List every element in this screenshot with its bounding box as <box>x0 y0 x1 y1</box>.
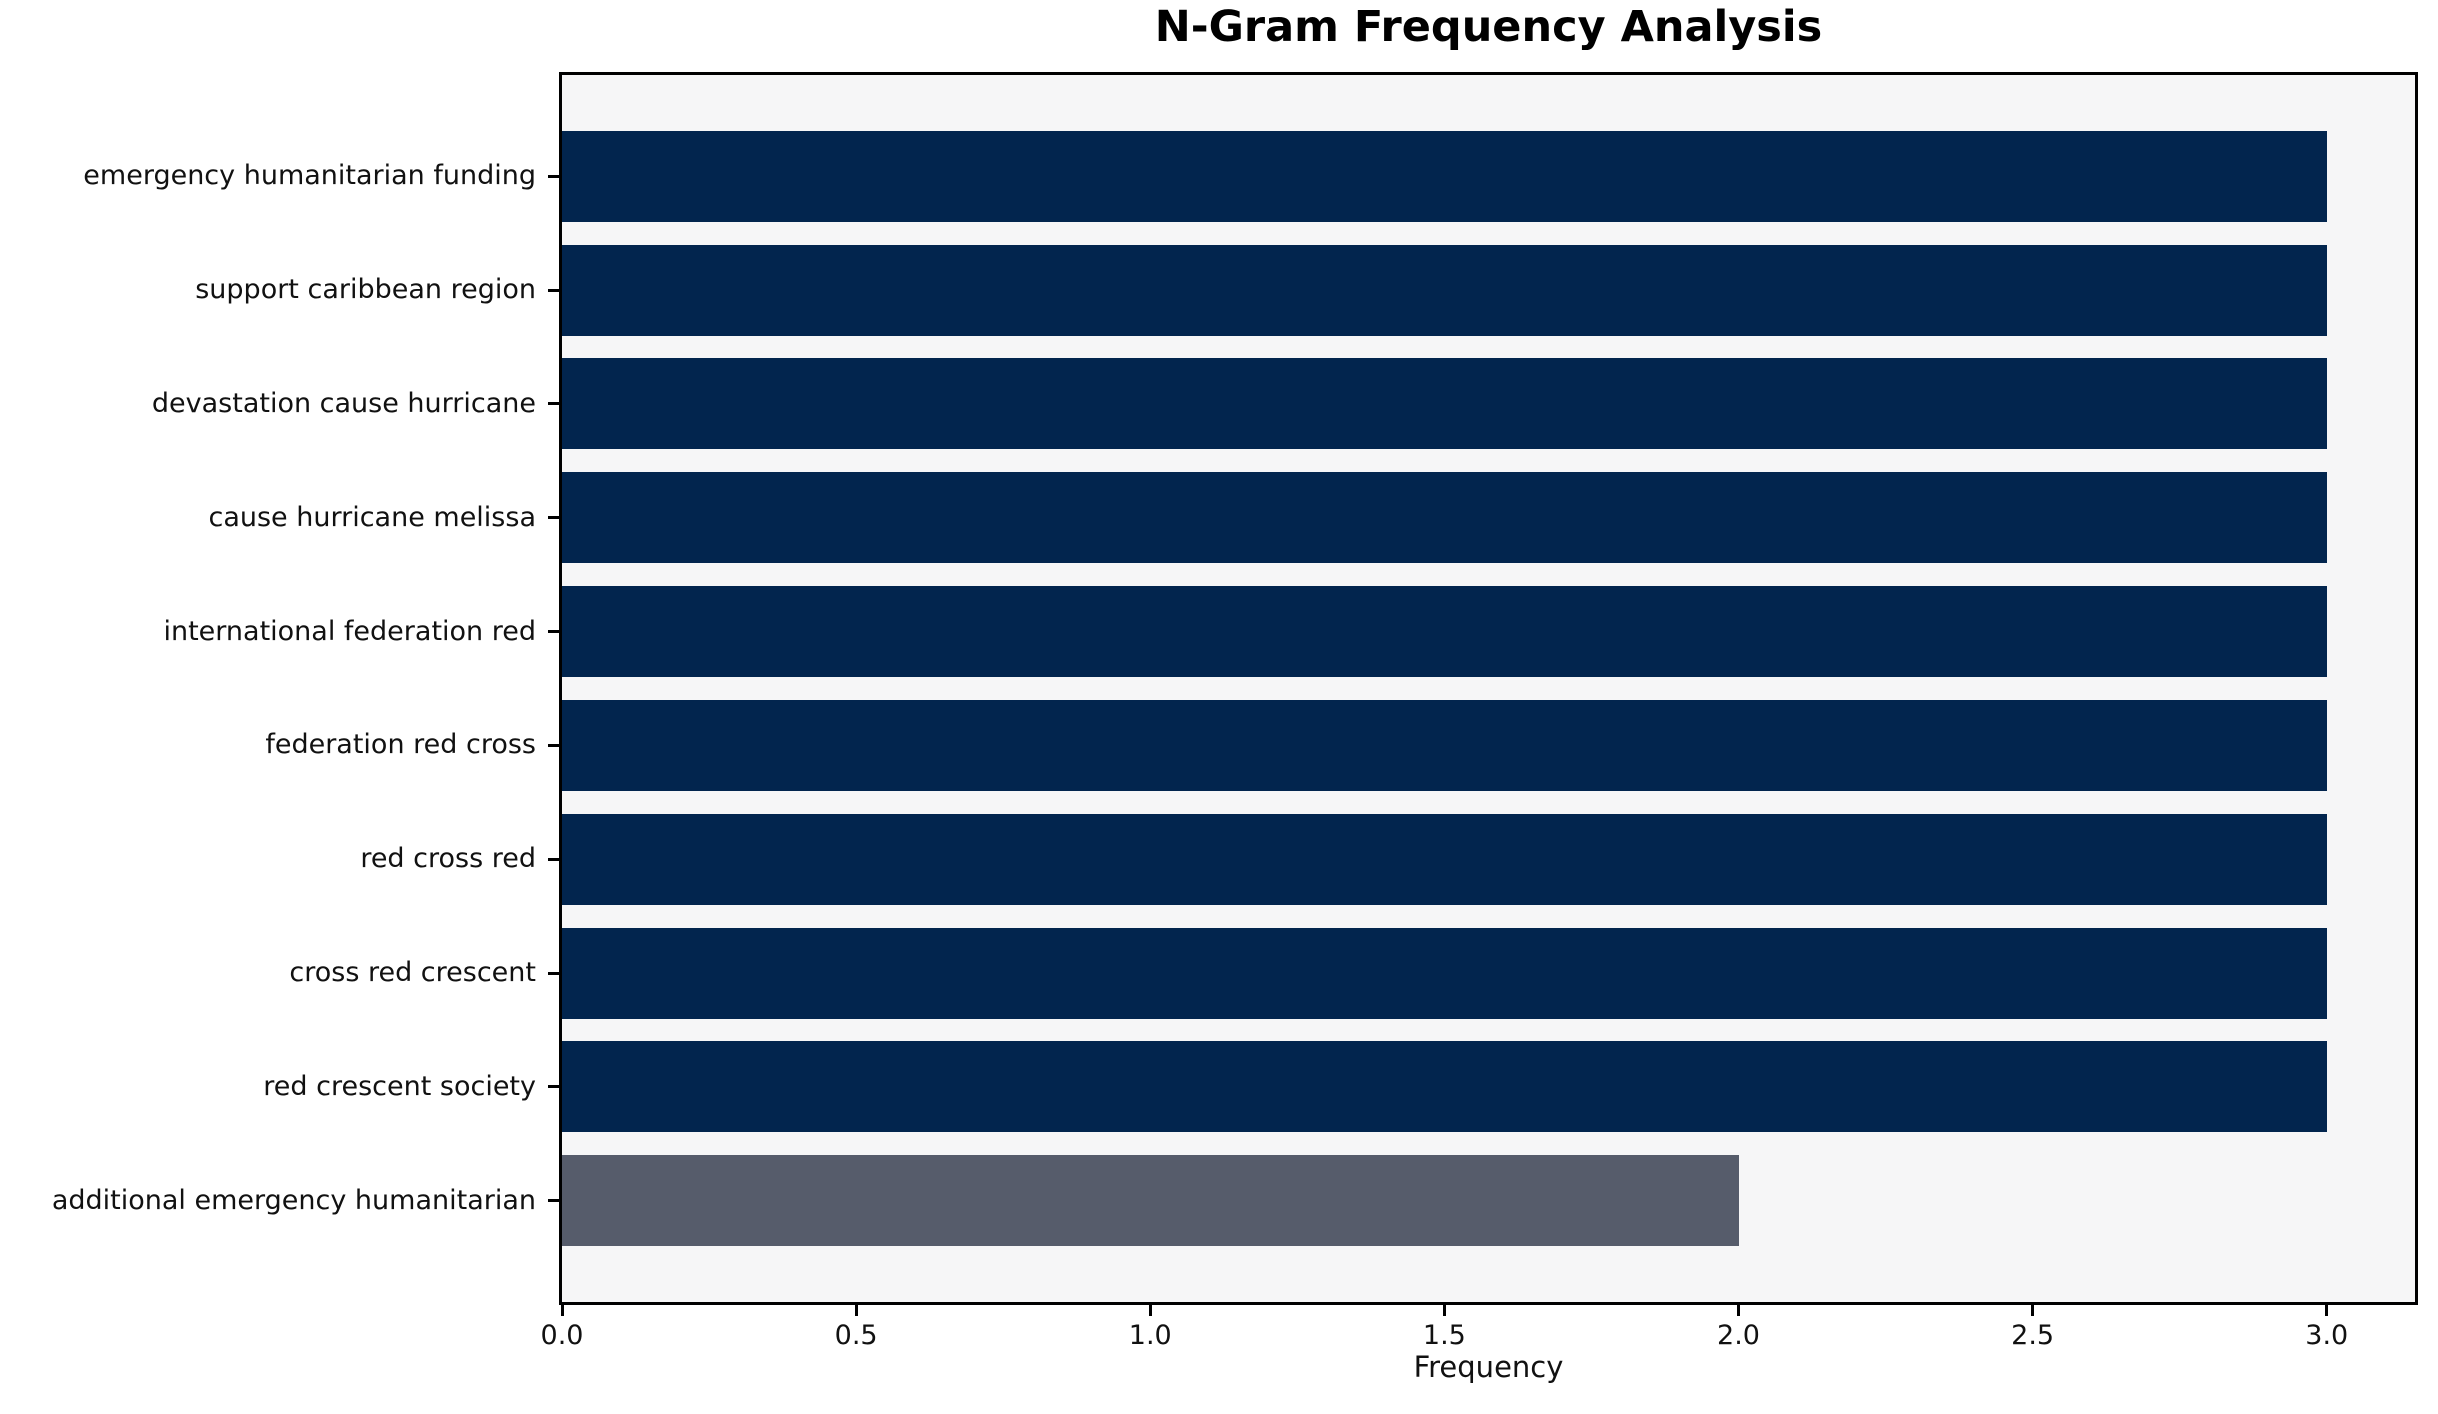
bar-7 <box>562 927 2327 1019</box>
category-label: emergency humanitarian funding <box>83 160 536 192</box>
category-label: additional emergency humanitarian <box>51 1184 536 1216</box>
x-tick-label: 0.5 <box>834 1320 878 1351</box>
x-tick-label: 0.0 <box>540 1320 584 1351</box>
y-tick <box>548 402 559 406</box>
category-label: support caribbean region <box>195 274 536 306</box>
x-tick-label: 1.0 <box>1128 1320 1172 1351</box>
y-tick <box>548 857 559 861</box>
y-tick <box>548 1085 559 1089</box>
bar-6 <box>562 813 2327 905</box>
category-label: international federation red <box>163 615 536 647</box>
x-tick <box>560 1305 564 1316</box>
y-tick <box>548 516 559 520</box>
y-tick <box>548 174 559 178</box>
bar-5 <box>562 699 2327 791</box>
y-tick <box>548 743 559 747</box>
category-label: devastation cause hurricane <box>151 387 536 419</box>
y-tick <box>548 630 559 634</box>
x-tick <box>2031 1305 2035 1316</box>
bar-2 <box>562 358 2327 450</box>
x-tick <box>1737 1305 1740 1316</box>
x-tick-label: 1.5 <box>1422 1320 1466 1351</box>
category-label: cross red crescent <box>289 957 536 989</box>
bar-1 <box>562 244 2327 336</box>
category-label: red crescent society <box>263 1070 536 1102</box>
category-label: red cross red <box>360 843 536 875</box>
category-label: cause hurricane melissa <box>208 501 536 533</box>
y-tick <box>548 971 559 975</box>
bar-0 <box>562 130 2327 222</box>
y-tick <box>548 1199 559 1203</box>
x-tick-label: 3.0 <box>2305 1320 2349 1351</box>
x-axis-label: Frequency <box>1413 1350 1564 1384</box>
x-tick-label: 2.0 <box>1717 1320 1760 1351</box>
category-label: federation red cross <box>265 729 536 761</box>
x-tick <box>1442 1305 1446 1316</box>
bar-9 <box>562 1155 1739 1247</box>
x-tick-label: 2.5 <box>2011 1320 2055 1351</box>
chart-title: N-Gram Frequency Analysis <box>1154 2 1823 52</box>
x-tick <box>1148 1305 1152 1316</box>
y-tick <box>548 288 559 292</box>
bar-8 <box>562 1041 2327 1133</box>
x-tick <box>854 1305 858 1316</box>
x-tick <box>2325 1305 2329 1316</box>
bar-3 <box>562 472 2327 564</box>
plot-area <box>559 72 2418 1305</box>
bar-4 <box>562 586 2327 678</box>
